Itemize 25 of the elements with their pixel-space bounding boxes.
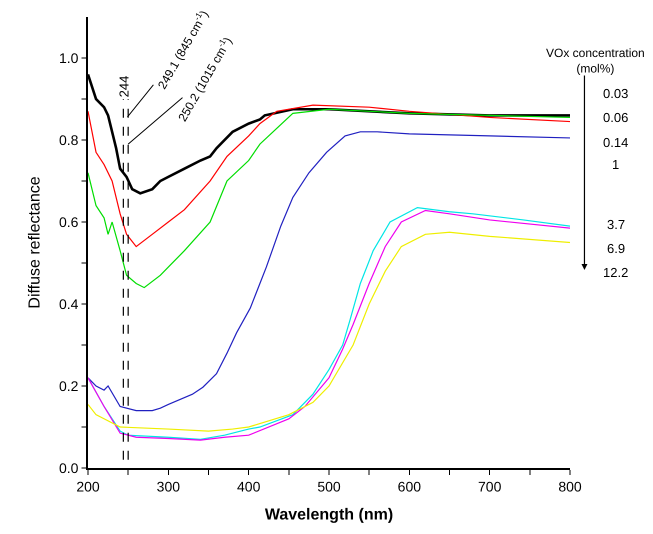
line-series <box>88 131 570 412</box>
x-tick-label: 200 <box>76 478 100 495</box>
x-tick-label: 500 <box>317 478 341 495</box>
y-axis-title: Diffuse reflectance <box>26 176 44 309</box>
y-tick-label: 0.0 <box>58 460 79 476</box>
text: 0.14 <box>603 135 628 150</box>
x-axis-title: Wavelength (nm) <box>264 506 394 524</box>
x-tick-label: 400 <box>236 478 261 495</box>
annotation: VOx concentration (mol%) <box>546 46 645 76</box>
x-tick-label: 700 <box>478 478 502 495</box>
ref-line-label: 244 <box>116 76 132 98</box>
x-tick-label: 600 <box>398 478 422 495</box>
y-tick-label: 0.6 <box>58 214 79 230</box>
text: 1 <box>612 157 620 172</box>
x-tick-label: 800 <box>558 478 582 495</box>
text: 0.03 <box>603 86 628 101</box>
text: 12.2 <box>603 265 628 280</box>
text: 3.7 <box>607 217 626 232</box>
x-tick-label: 300 <box>156 478 180 495</box>
y-tick-label: 0.4 <box>58 296 79 312</box>
text: 6.9 <box>607 241 626 256</box>
text: 0.06 <box>603 110 628 125</box>
y-tick-label: 0.8 <box>58 132 79 148</box>
y-tick-label: 0.2 <box>58 378 79 394</box>
y-tick-label: 1.0 <box>58 50 79 66</box>
